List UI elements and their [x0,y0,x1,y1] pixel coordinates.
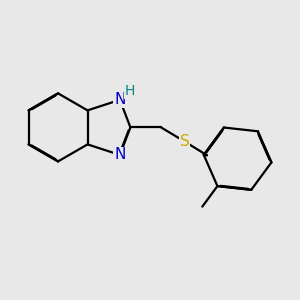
Text: N: N [114,92,126,107]
Text: S: S [180,134,190,149]
Text: H: H [124,84,135,98]
Text: N: N [114,147,126,162]
